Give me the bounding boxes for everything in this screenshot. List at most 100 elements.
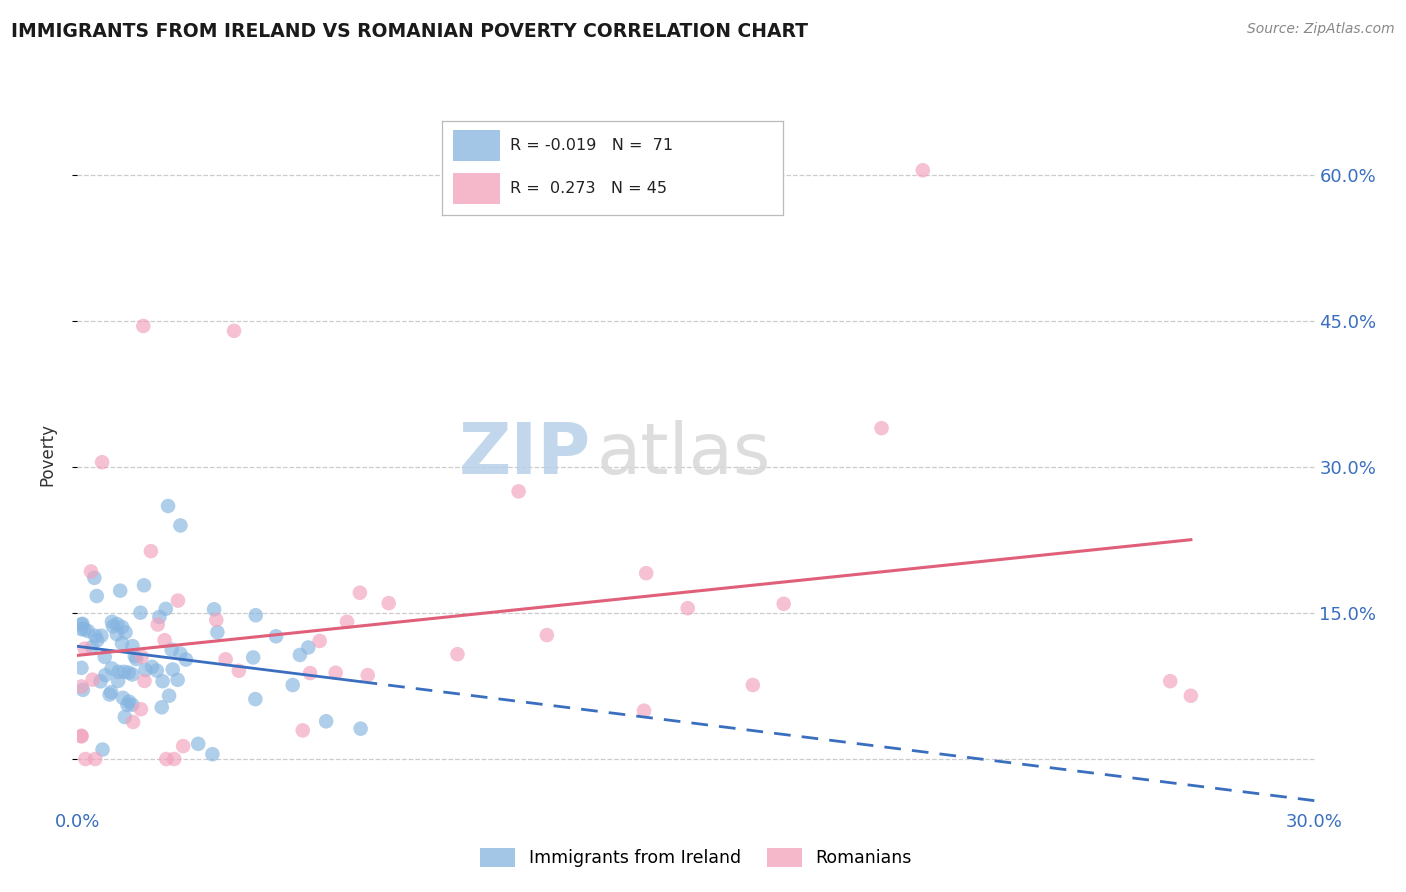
Point: [222, 324, 245, 338]
Point: [107, 673, 129, 688]
Point: [349, 585, 371, 599]
Point: [167, 593, 190, 607]
Point: [70, 730, 93, 744]
Point: [101, 619, 124, 633]
Point: [82, 673, 104, 687]
Point: [90, 629, 112, 643]
Point: [70, 729, 93, 743]
Point: [155, 752, 177, 766]
Y-axis label: Poverty: Poverty: [38, 424, 56, 486]
Point: [146, 617, 169, 632]
Point: [77, 624, 100, 638]
Point: [121, 639, 143, 653]
Point: [160, 642, 183, 657]
Point: [112, 665, 135, 679]
Point: [264, 629, 287, 643]
Point: [124, 649, 146, 664]
Point: [111, 620, 134, 634]
Point: [86, 633, 108, 648]
Point: [70, 661, 93, 675]
Point: [377, 596, 399, 610]
Point: [228, 664, 250, 678]
Point: [446, 647, 468, 661]
Point: [245, 692, 267, 706]
Point: [84, 629, 107, 643]
Text: atlas: atlas: [598, 420, 772, 490]
Point: [101, 615, 124, 629]
Point: [129, 606, 152, 620]
Point: [281, 678, 304, 692]
Point: [75, 752, 97, 766]
Point: [70, 680, 93, 694]
Point: [122, 714, 145, 729]
Point: [242, 650, 264, 665]
Text: IMMIGRANTS FROM IRELAND VS ROMANIAN POVERTY CORRELATION CHART: IMMIGRANTS FROM IRELAND VS ROMANIAN POVE…: [11, 22, 808, 41]
Point: [299, 666, 322, 681]
Point: [157, 689, 180, 703]
Point: [91, 742, 114, 756]
Point: [105, 627, 128, 641]
Point: [141, 660, 163, 674]
Point: [70, 617, 93, 632]
Point: [121, 698, 143, 712]
Point: [134, 673, 156, 688]
Point: [169, 518, 191, 533]
Point: [214, 652, 236, 666]
Point: [157, 499, 180, 513]
Point: [114, 625, 136, 640]
Point: [155, 602, 177, 616]
Point: [108, 583, 131, 598]
Point: [139, 544, 162, 558]
Point: [741, 678, 763, 692]
Point: [94, 668, 117, 682]
Point: [174, 652, 197, 666]
Point: [91, 455, 114, 469]
Point: [633, 704, 655, 718]
Point: [134, 663, 156, 677]
Point: [132, 578, 155, 592]
Point: [153, 633, 176, 648]
Point: [325, 665, 347, 680]
Point: [80, 565, 103, 579]
Point: [169, 647, 191, 661]
Point: [105, 617, 128, 632]
Point: [86, 589, 108, 603]
Point: [148, 610, 170, 624]
Point: [114, 710, 136, 724]
Point: [100, 685, 122, 699]
Point: [911, 163, 934, 178]
Point: [146, 664, 169, 678]
Point: [1159, 674, 1181, 689]
Point: [100, 661, 122, 675]
Point: [111, 690, 134, 705]
Point: [111, 636, 134, 650]
Point: [132, 318, 155, 333]
Point: [357, 668, 380, 682]
Point: [349, 722, 371, 736]
Point: [207, 625, 229, 640]
Point: [336, 615, 359, 629]
Point: [72, 616, 94, 631]
Point: [83, 571, 105, 585]
Point: [152, 674, 174, 689]
Point: [1180, 689, 1202, 703]
Point: [508, 484, 530, 499]
Point: [94, 649, 117, 664]
Point: [201, 747, 224, 762]
Point: [117, 698, 139, 712]
Text: ZIP: ZIP: [458, 420, 591, 490]
Point: [636, 566, 658, 581]
Point: [118, 665, 141, 680]
Point: [118, 695, 141, 709]
Point: [129, 702, 152, 716]
Point: [162, 663, 184, 677]
Point: [676, 601, 699, 615]
Point: [166, 673, 188, 687]
Point: [125, 652, 148, 666]
Point: [291, 723, 314, 738]
Point: [121, 667, 143, 681]
Point: [772, 597, 794, 611]
Point: [90, 674, 112, 689]
Point: [308, 634, 330, 648]
Text: Source: ZipAtlas.com: Source: ZipAtlas.com: [1247, 22, 1395, 37]
